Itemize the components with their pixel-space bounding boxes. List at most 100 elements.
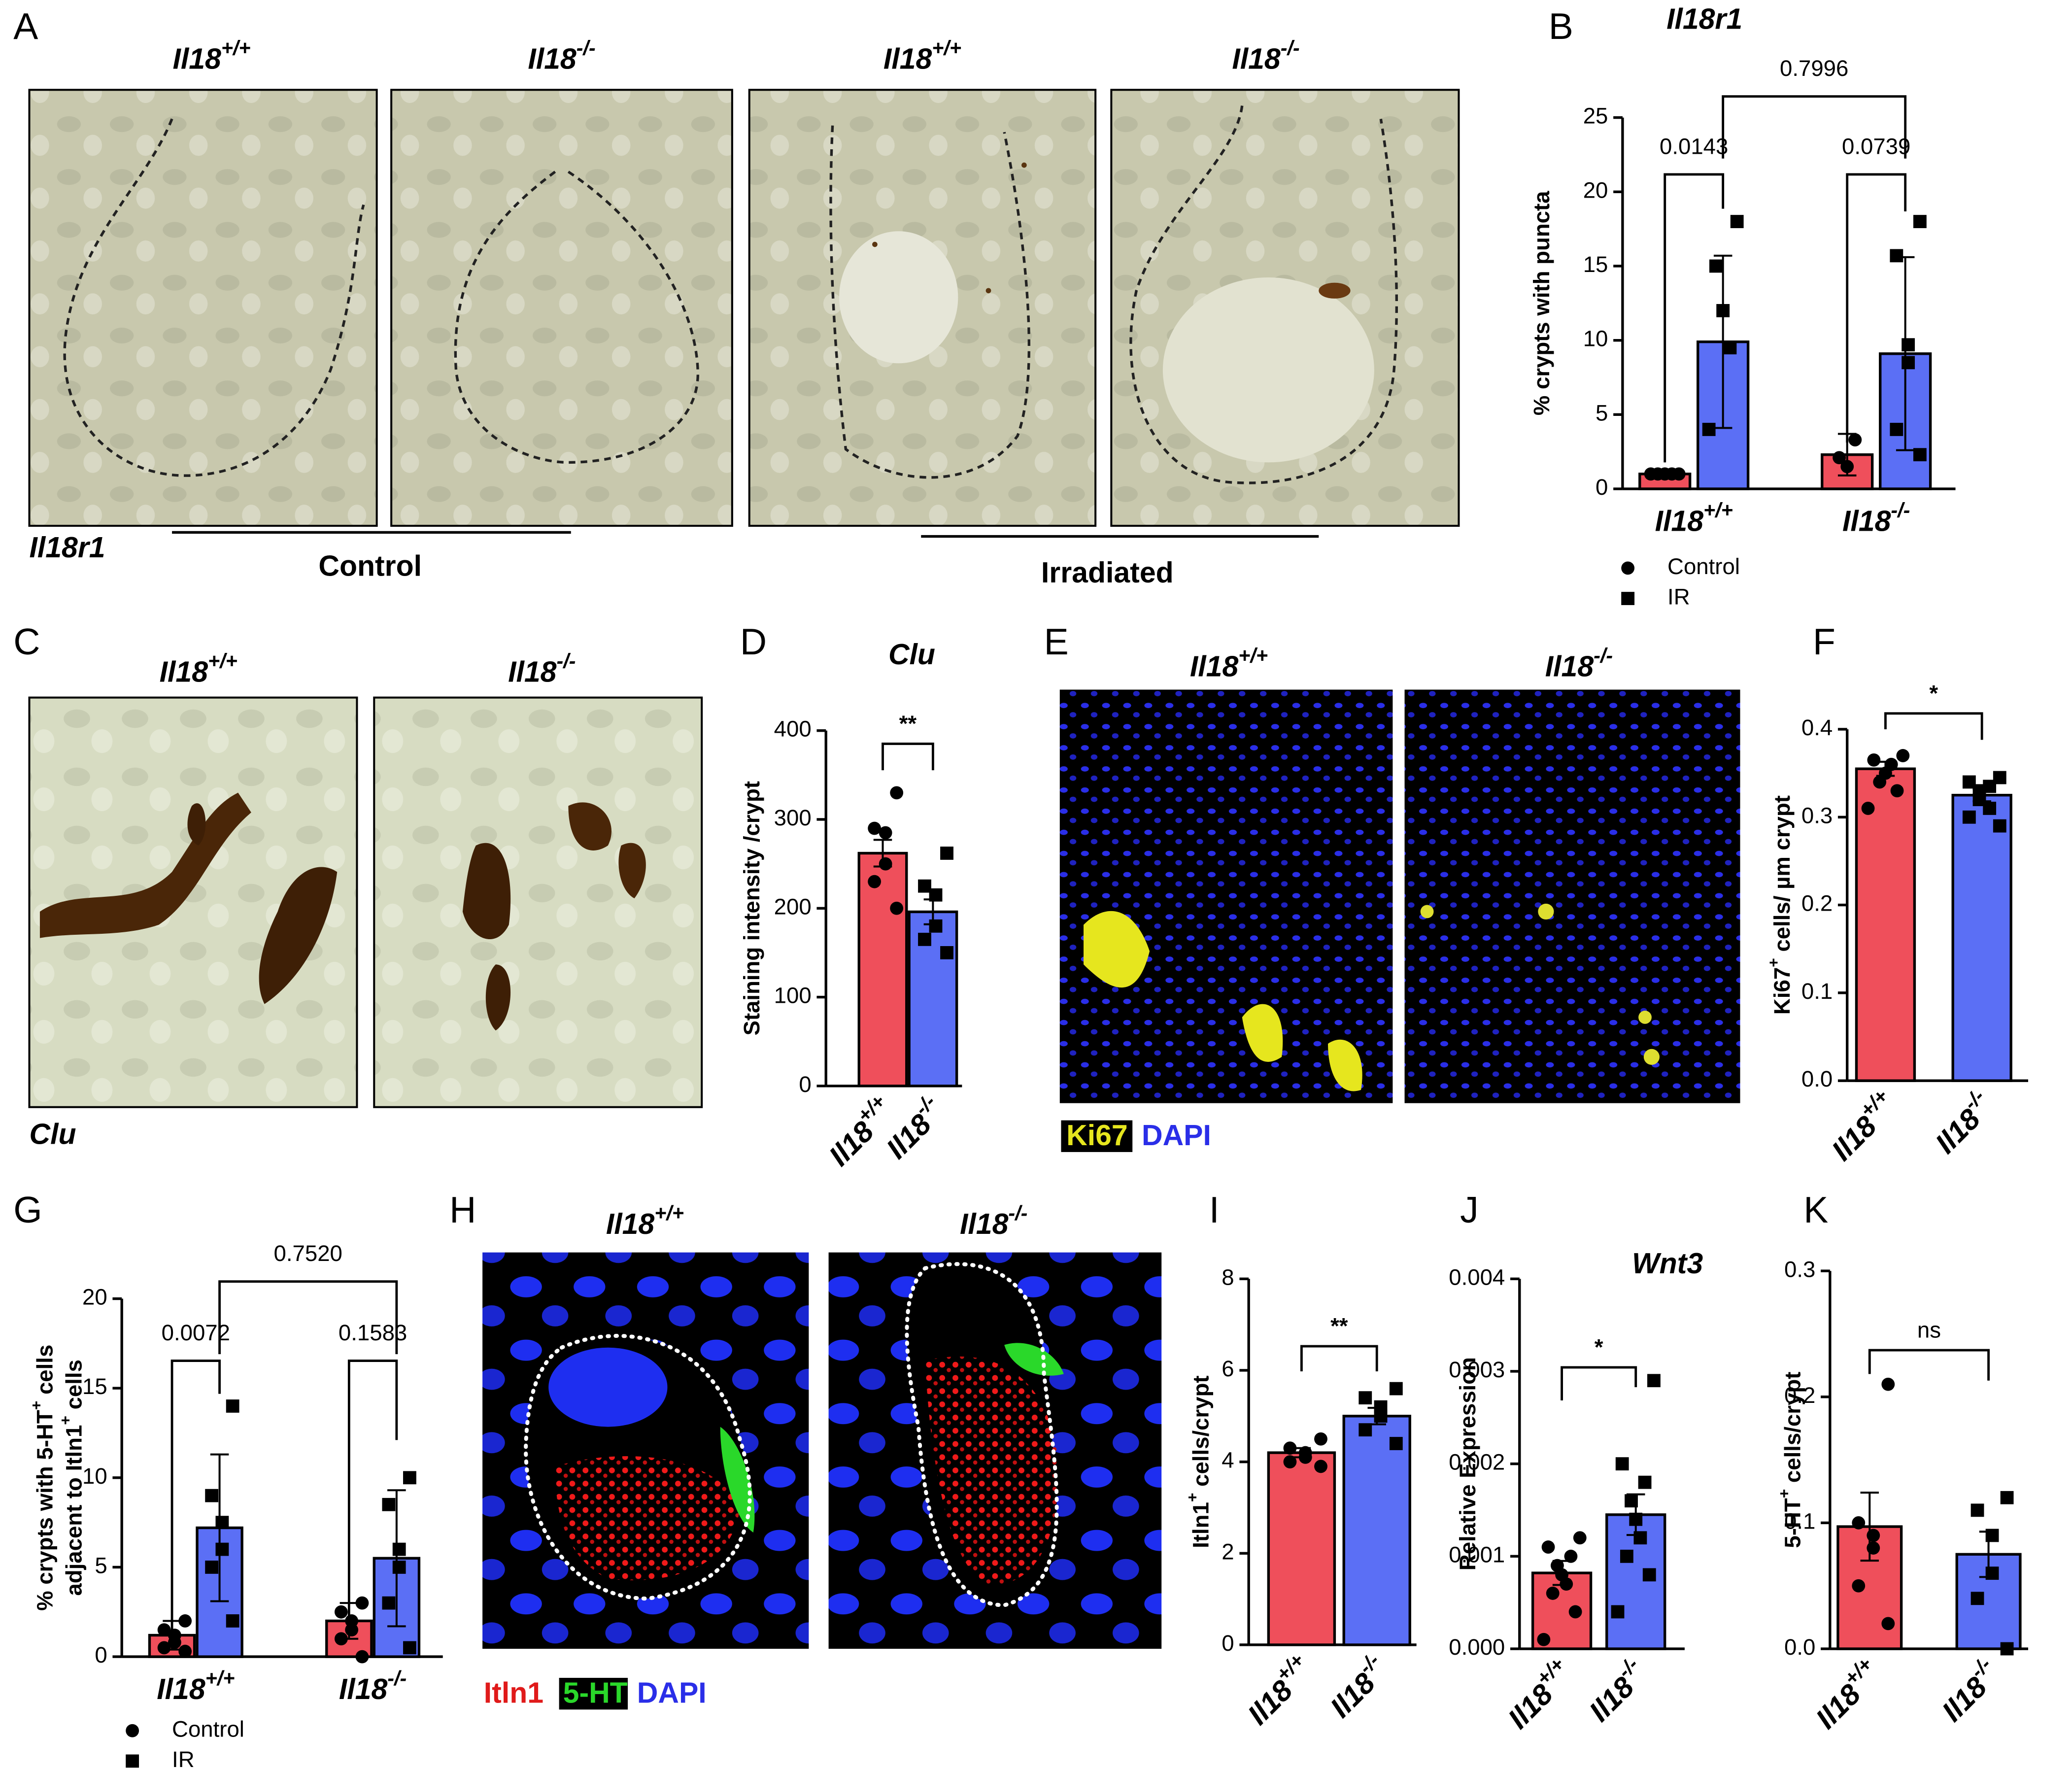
data-point: [1615, 1457, 1629, 1471]
data-point: [215, 1516, 229, 1530]
x-tick-label: Il18+/+: [1237, 1649, 1320, 1731]
panel-letter: I: [1209, 1189, 1220, 1230]
data-point: [929, 888, 943, 902]
y-tick-label: 0.1: [1784, 1508, 1815, 1533]
data-point: [345, 1623, 359, 1637]
data-point: [1573, 1531, 1587, 1545]
x-tick-label: Il18-/-: [1579, 1653, 1654, 1728]
panel-letter: J: [1460, 1189, 1479, 1230]
bar: [857, 851, 908, 1088]
y-tick-label: 4: [1222, 1448, 1234, 1473]
y-tick-label: 400: [774, 716, 812, 742]
y-axis-label: Relative Expression: [1455, 1357, 1480, 1570]
data-point: [929, 919, 943, 933]
y-tick-label: 0.001: [1449, 1542, 1505, 1567]
bar: [1951, 794, 2012, 1082]
y-tick-label: 20: [1583, 177, 1608, 203]
comparison-bracket: [1664, 173, 1725, 463]
data-point: [215, 1542, 229, 1556]
y-tick-label: 5: [1596, 400, 1608, 425]
image-title: Il18-/-: [528, 36, 595, 75]
image-title: Il18+/+: [606, 1202, 684, 1240]
y-tick-label: 0.0: [1801, 1066, 1833, 1091]
y-tick-label: 0.0: [1784, 1634, 1815, 1660]
group-label: Irradiated: [1041, 557, 1174, 589]
significance-label: **: [899, 711, 917, 736]
data-point: [1564, 1549, 1578, 1563]
y-axis-label: % crypts with 5-HT+ cells: [28, 1345, 58, 1611]
legend-label: IR: [1667, 584, 1690, 610]
comparison-bracket: [1300, 1345, 1378, 1371]
legend-label: DAPI: [637, 1677, 707, 1709]
data-point: [403, 1471, 416, 1485]
y-tick-label: 0.3: [1784, 1257, 1815, 1282]
data-point: [868, 821, 882, 835]
y-tick-label: 0.002: [1449, 1450, 1505, 1475]
panel-letter: B: [1549, 5, 1573, 47]
data-point: [1902, 356, 1915, 370]
y-tick-label: 0.003: [1449, 1357, 1505, 1382]
data-point: [226, 1399, 239, 1413]
image-title: Il18+/+: [172, 36, 250, 75]
comparison-bracket: [218, 1280, 398, 1355]
y-tick-label: 15: [1583, 252, 1608, 277]
data-point: [1359, 1391, 1372, 1405]
data-point: [1389, 1437, 1403, 1450]
y-axis-label: Staining intensity /crypt: [739, 781, 764, 1035]
data-point: [205, 1489, 219, 1502]
comparison-bracket: [1884, 712, 1983, 740]
data-point: [1985, 1566, 1999, 1580]
x-tick-label: Il18-/-: [339, 1667, 407, 1705]
legend-label: Control: [1667, 554, 1740, 579]
data-point: [168, 1635, 181, 1649]
x-tick-label: Il18+/+: [1655, 499, 1733, 538]
chart-title: Wnt3: [1632, 1248, 1703, 1280]
micrograph-c: [28, 696, 703, 1108]
y-tick-label: 15: [82, 1374, 107, 1399]
data-point: [1611, 1605, 1625, 1619]
x-tick-label: Il18-/-: [1925, 1085, 2000, 1159]
y-tick-label: 5: [95, 1553, 107, 1578]
data-point: [1359, 1423, 1372, 1437]
legend-label: DAPI: [1142, 1120, 1211, 1152]
data-point: [1620, 1549, 1633, 1563]
y-tick-label: 0: [95, 1642, 107, 1667]
group-label: Control: [318, 550, 422, 582]
data-point: [205, 1561, 219, 1574]
data-point: [1913, 215, 1927, 228]
data-point: [940, 847, 953, 860]
legend-marker: [1621, 561, 1635, 575]
comparison-label: 0.7996: [1780, 56, 1848, 81]
y-tick-label: 8: [1222, 1264, 1234, 1290]
data-point: [1840, 460, 1854, 474]
data-point: [1962, 810, 1976, 824]
data-point: [382, 1497, 396, 1511]
data-point: [392, 1561, 406, 1574]
data-point: [1647, 1374, 1661, 1388]
data-point: [890, 786, 904, 800]
data-point: [334, 1605, 348, 1619]
image-title: Il18-/-: [960, 1202, 1027, 1240]
image-title: Il18-/-: [1545, 645, 1613, 683]
data-point: [1374, 1409, 1388, 1423]
data-point: [355, 1650, 369, 1664]
data-point: [1560, 1577, 1573, 1591]
data-point: [1638, 1475, 1652, 1489]
significance-label: *: [1595, 1334, 1603, 1360]
data-point: [1881, 1377, 1895, 1391]
data-point: [1665, 467, 1679, 481]
image-title: Il18+/+: [1190, 645, 1268, 683]
y-axis-label: 5-HT+ cells/crypt: [1775, 1372, 1805, 1548]
bar: [1342, 1415, 1411, 1646]
y-tick-label: 10: [1583, 326, 1608, 351]
data-point: [1852, 1579, 1866, 1593]
y-tick-label: 0.3: [1801, 803, 1833, 828]
legend-label: Itln1: [484, 1677, 543, 1709]
data-point: [226, 1614, 239, 1628]
data-point: [1873, 775, 1887, 789]
data-point: [1890, 423, 1903, 436]
data-point: [918, 879, 931, 893]
data-point: [1629, 1512, 1643, 1526]
data-point: [1848, 433, 1862, 446]
